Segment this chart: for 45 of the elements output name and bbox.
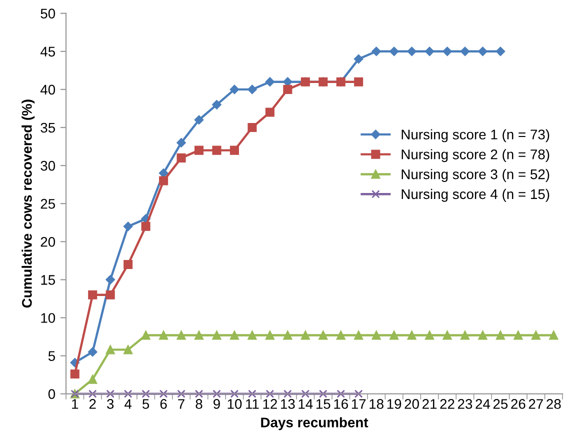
x-tick-label: 28 <box>546 399 561 409</box>
legend-label: Nursing score 4 (n = 15) <box>402 188 550 202</box>
x-tick-label: 19 <box>387 399 402 409</box>
y-axis-title: Cumulative cows recovered (%) <box>22 100 35 308</box>
x-axis-title: Days recumbent <box>261 417 368 430</box>
x-tick-label: 3 <box>107 399 114 409</box>
y-tick-label: 25 <box>40 198 56 209</box>
legend-label: Nursing score 1 (n = 73) <box>402 129 550 142</box>
x-tick-label: 12 <box>263 399 277 409</box>
y-tick-label: 5 <box>48 351 56 361</box>
x-tick-label: 2 <box>89 399 96 409</box>
x-tick-label: 14 <box>298 399 313 409</box>
x-tick-label: 22 <box>440 399 454 409</box>
x-tick-label: 8 <box>196 399 202 409</box>
y-tick-label: 20 <box>40 236 56 247</box>
y-tick-label: 40 <box>40 84 56 95</box>
x-tick-label: 11 <box>246 399 259 409</box>
y-tick-label: 35 <box>40 122 56 133</box>
x-tick-label: 24 <box>476 399 490 409</box>
x-tick-label: 1 <box>72 399 78 409</box>
x-tick-label: 16 <box>334 399 348 409</box>
y-tick-label: 45 <box>40 46 56 57</box>
x-tick-label: 25 <box>493 399 508 409</box>
legend-label: Nursing score 3 (n = 52) <box>402 169 550 182</box>
x-tick-label: 26 <box>511 399 526 409</box>
x-tick-label: 6 <box>160 399 167 409</box>
x-tick-label: 4 <box>124 399 132 409</box>
x-tick-label: 18 <box>370 399 384 409</box>
x-tick-label: 13 <box>281 399 295 409</box>
y-tick-label: 30 <box>40 160 56 171</box>
x-tick-label: 15 <box>316 399 330 409</box>
x-tick-label: 7 <box>178 399 184 409</box>
x-tick-label: 5 <box>142 399 150 409</box>
y-tick-label: 10 <box>41 313 56 323</box>
y-tick-label: 15 <box>41 275 56 285</box>
x-tick-label: 21 <box>422 399 437 409</box>
x-tick-label: 17 <box>352 399 366 409</box>
x-tick-label: 23 <box>458 399 472 409</box>
y-tick-label: 50 <box>40 8 56 19</box>
x-tick-label: 10 <box>228 399 242 409</box>
x-tick-label: 20 <box>404 399 419 409</box>
y-tick-label: 0 <box>48 389 56 399</box>
x-tick-label: 9 <box>214 399 220 409</box>
legend-label: Nursing score 2 (n = 78) <box>402 149 550 162</box>
x-tick-label: 27 <box>528 399 543 409</box>
